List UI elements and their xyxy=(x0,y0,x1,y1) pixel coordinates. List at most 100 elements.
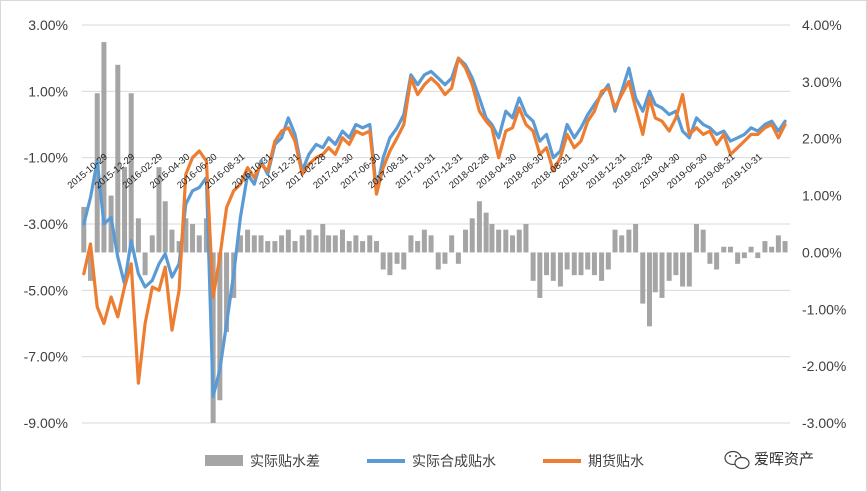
bar xyxy=(769,246,775,253)
bar xyxy=(162,201,168,253)
bar xyxy=(360,241,366,253)
bar xyxy=(544,252,550,276)
bar xyxy=(367,235,373,253)
line-series-layer xyxy=(82,56,787,399)
bar xyxy=(735,252,741,264)
bar xyxy=(714,252,720,270)
bar xyxy=(320,224,326,253)
bar xyxy=(700,229,706,253)
bar xyxy=(81,206,87,253)
left-tick-label: -1.00% xyxy=(24,150,68,166)
bar xyxy=(387,252,393,276)
bar xyxy=(571,252,577,276)
bar xyxy=(88,252,94,281)
gridlines xyxy=(82,24,790,424)
bar xyxy=(279,235,285,253)
bar xyxy=(435,252,441,270)
bar xyxy=(530,252,536,281)
bar xyxy=(680,252,686,287)
left-tick-label: 3.00% xyxy=(28,17,68,33)
bar xyxy=(646,252,652,327)
line-actual-synthetic-discount xyxy=(82,56,787,399)
bar xyxy=(265,241,271,253)
bar xyxy=(245,229,251,253)
bar xyxy=(353,235,359,253)
right-tick-label: 1.00% xyxy=(802,188,842,204)
bar xyxy=(496,229,502,253)
watermark-text: 爱晖资产 xyxy=(754,450,814,468)
right-tick-label: 4.00% xyxy=(802,17,842,33)
bar xyxy=(612,229,618,253)
bar xyxy=(721,246,727,253)
right-tick-label: 3.00% xyxy=(802,74,842,90)
bar xyxy=(503,229,509,253)
bar xyxy=(633,224,639,253)
legend-item-bar: 实际贴水差 xyxy=(205,454,320,470)
bar xyxy=(306,229,312,253)
left-tick-label: -3.00% xyxy=(24,216,68,232)
legend: 实际贴水差 实际合成贴水 期货贴水 xyxy=(205,453,644,470)
bar xyxy=(707,252,713,264)
bar xyxy=(455,252,461,264)
wechat-icon xyxy=(724,450,750,470)
bar xyxy=(408,235,414,253)
bar xyxy=(640,252,646,304)
bar xyxy=(659,252,665,298)
bar xyxy=(394,252,400,264)
bar xyxy=(652,252,658,293)
bar xyxy=(741,252,747,259)
bar xyxy=(196,235,202,253)
bar xyxy=(523,224,529,253)
left-y-axis: 3.00% 1.00% -1.00% -3.00% -5.00% -7.00% -9.00% xyxy=(24,17,68,431)
bar xyxy=(122,167,128,253)
bar xyxy=(346,241,352,253)
right-tick-label: 2.00% xyxy=(802,131,842,147)
bar xyxy=(755,252,761,259)
bar xyxy=(476,201,482,253)
bar xyxy=(224,252,230,333)
bar xyxy=(401,252,407,270)
line-futures-discount xyxy=(82,56,787,385)
legend-label-blue-line: 实际合成贴水 xyxy=(412,454,496,470)
bar xyxy=(727,246,733,253)
bar xyxy=(176,241,182,253)
bar xyxy=(782,241,788,253)
bar xyxy=(489,224,495,253)
bar xyxy=(469,218,475,253)
right-y-axis: 4.00% 3.00% 2.00% 1.00% 0.00% -1.00% -2.00% -3.… xyxy=(802,17,846,431)
bar xyxy=(686,252,692,287)
bar-series-actual-discount-diff xyxy=(81,42,788,423)
bar xyxy=(483,212,489,253)
bar xyxy=(605,252,611,270)
left-tick-label: -7.00% xyxy=(24,349,68,365)
bar xyxy=(169,229,175,253)
bar xyxy=(591,252,597,276)
bar xyxy=(762,241,768,253)
bar xyxy=(463,229,469,253)
bar xyxy=(421,229,427,253)
bar xyxy=(510,235,516,253)
bar xyxy=(666,252,672,281)
bar xyxy=(115,64,121,253)
bar xyxy=(251,235,257,253)
legend-item-orange-line: 期货贴水 xyxy=(543,453,644,470)
bar xyxy=(673,252,679,276)
bar xyxy=(190,224,196,253)
bar xyxy=(516,229,522,253)
bar xyxy=(217,252,223,401)
bar xyxy=(373,241,379,253)
bar xyxy=(557,252,563,287)
bar xyxy=(748,246,754,253)
bar xyxy=(585,252,591,270)
bar xyxy=(626,229,632,253)
bar xyxy=(210,252,216,423)
bar xyxy=(149,235,155,253)
left-tick-label: -5.00% xyxy=(24,282,68,298)
bar xyxy=(128,93,134,253)
bar xyxy=(326,235,332,253)
bar xyxy=(693,224,699,253)
bar xyxy=(142,252,148,276)
bar xyxy=(537,252,543,298)
